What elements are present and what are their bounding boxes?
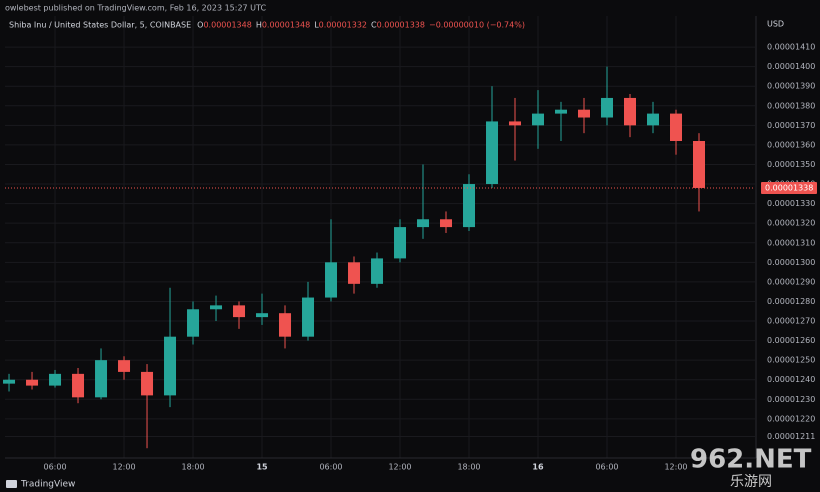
y-tick-label: 0.00001380 xyxy=(767,101,815,110)
candle-body xyxy=(348,262,361,284)
y-tick-label: 0.00001280 xyxy=(767,297,815,306)
candle-body xyxy=(141,371,154,396)
candle-body xyxy=(279,313,292,337)
legend-label: O xyxy=(197,21,203,30)
x-tick-label: 15 xyxy=(256,463,268,472)
x-tick-label: 12:00 xyxy=(112,463,135,472)
x-tick-label: 12:00 xyxy=(388,463,411,472)
y-tick-label: 0.00001310 xyxy=(767,238,815,247)
candle-body xyxy=(692,140,705,188)
candle-body xyxy=(256,313,269,318)
y-tick-label: 0.00001290 xyxy=(767,277,815,286)
y-tick-label: 0.00001260 xyxy=(767,336,815,345)
candle-body xyxy=(532,113,545,126)
watermark-sub: 乐游网 xyxy=(730,474,772,490)
y-tick-label: 0.00001220 xyxy=(767,414,815,423)
x-tick-label: 06:00 xyxy=(43,463,66,472)
candle-body xyxy=(3,379,16,384)
y-tick-label: 0.00001320 xyxy=(767,219,815,228)
candle-body xyxy=(187,309,200,337)
x-tick-label: 12:00 xyxy=(664,463,687,472)
y-tick-label: 0.00001270 xyxy=(767,317,815,326)
y-tick-label: 0.00001230 xyxy=(767,395,815,404)
candle-body xyxy=(95,360,108,398)
symbol: Shiba Inu / United States Dollar, 5, COI… xyxy=(9,21,191,30)
candle-body xyxy=(233,305,246,318)
candle-body xyxy=(417,219,430,228)
y-tick-label: 0.00001330 xyxy=(767,199,815,208)
candle-body xyxy=(49,373,62,386)
candle-body xyxy=(164,336,177,396)
candle-body xyxy=(555,109,568,114)
candle-body xyxy=(509,121,522,126)
legend-label: C xyxy=(371,21,377,30)
y-tick-label: 0.00001350 xyxy=(767,160,815,169)
y-tick-label: 0.00001360 xyxy=(767,140,815,149)
x-tick-label: 16 xyxy=(532,463,544,472)
candle-body xyxy=(26,379,39,386)
candle-body xyxy=(486,121,499,185)
watermark: 962.NET xyxy=(690,445,812,475)
y-tick-label: 0.00001240 xyxy=(767,375,815,384)
x-tick-label: 18:00 xyxy=(181,463,204,472)
candle-body xyxy=(624,97,636,126)
legend-value: 0.00001338 xyxy=(377,21,425,30)
candle-body xyxy=(669,113,682,141)
candle-body xyxy=(646,113,659,126)
candle-body xyxy=(72,373,85,398)
brand: TradingView xyxy=(20,480,75,490)
legend-value: 0.00001348 xyxy=(262,21,310,30)
legend-change: −0.00000010 (−0.74%) xyxy=(429,21,525,30)
candle-body xyxy=(578,109,591,118)
y-tick-label: 0.00001300 xyxy=(767,258,815,267)
legend-value: 0.00001332 xyxy=(319,21,367,30)
currency: USD xyxy=(767,20,784,29)
candle-body xyxy=(601,97,614,118)
candle-body xyxy=(325,262,338,298)
candle-body xyxy=(394,227,407,259)
candle-body xyxy=(371,258,384,284)
legend-label: L xyxy=(314,21,319,30)
y-tick-label: 0.00001410 xyxy=(767,43,815,52)
y-tick-label: 0.00001211 xyxy=(767,432,815,441)
publisher: owlebest published on TradingView.com, F… xyxy=(5,4,266,13)
candle-body xyxy=(210,305,223,310)
legend-label: H xyxy=(256,21,262,30)
y-tick-label: 0.00001390 xyxy=(767,82,815,91)
last-price-tag xyxy=(761,181,817,194)
candle-body xyxy=(463,184,476,228)
brand-logo xyxy=(6,480,17,488)
candle-body xyxy=(440,219,453,228)
candle-body xyxy=(302,297,315,337)
y-tick-label: 0.00001250 xyxy=(767,356,815,365)
legend-value: 0.00001348 xyxy=(203,21,251,30)
x-tick-label: 06:00 xyxy=(595,463,618,472)
x-tick-label: 06:00 xyxy=(319,463,342,472)
y-tick-label: 0.00001400 xyxy=(767,62,815,71)
candle-body xyxy=(118,360,131,372)
legend: Shiba Inu / United States Dollar, 5, COI… xyxy=(9,21,525,30)
y-tick-label: 0.00001370 xyxy=(767,121,815,130)
last-price-label: 0.00001338 xyxy=(765,183,813,192)
x-tick-label: 18:00 xyxy=(457,463,480,472)
